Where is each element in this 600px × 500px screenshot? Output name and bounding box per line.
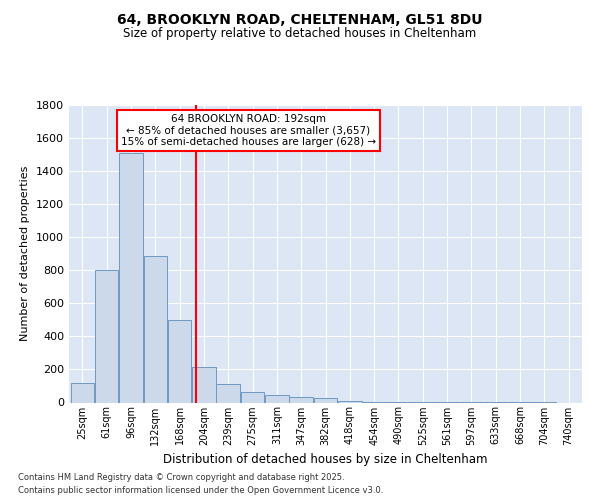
X-axis label: Distribution of detached houses by size in Cheltenham: Distribution of detached houses by size …: [163, 453, 488, 466]
Text: 64, BROOKLYN ROAD, CHELTENHAM, GL51 8DU: 64, BROOKLYN ROAD, CHELTENHAM, GL51 8DU: [117, 12, 483, 26]
Bar: [241, 392, 265, 402]
Bar: [71, 382, 94, 402]
Bar: [265, 395, 289, 402]
Text: Contains HM Land Registry data © Crown copyright and database right 2025.: Contains HM Land Registry data © Crown c…: [18, 472, 344, 482]
Bar: [192, 367, 216, 402]
Bar: [289, 397, 313, 402]
Bar: [168, 320, 191, 402]
Bar: [217, 384, 240, 402]
Bar: [314, 398, 337, 402]
Bar: [338, 401, 362, 402]
Bar: [143, 256, 167, 402]
Bar: [95, 270, 118, 402]
Text: 64 BROOKLYN ROAD: 192sqm
← 85% of detached houses are smaller (3,657)
15% of sem: 64 BROOKLYN ROAD: 192sqm ← 85% of detach…: [121, 114, 376, 147]
Bar: [119, 153, 143, 402]
Text: Contains public sector information licensed under the Open Government Licence v3: Contains public sector information licen…: [18, 486, 383, 495]
Text: Size of property relative to detached houses in Cheltenham: Size of property relative to detached ho…: [124, 28, 476, 40]
Y-axis label: Number of detached properties: Number of detached properties: [20, 166, 31, 342]
